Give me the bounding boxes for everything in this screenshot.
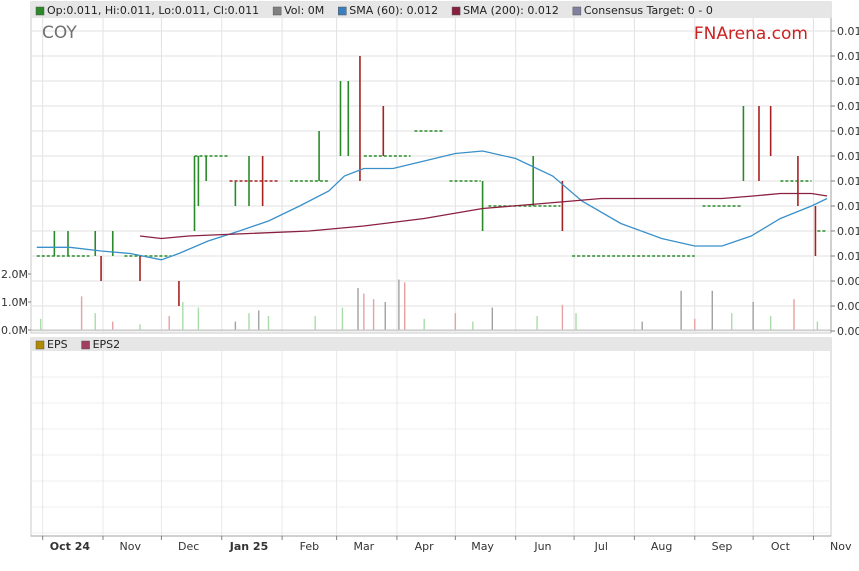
legend-bar-bottom [31,338,831,351]
vol-tick-label: 1.0M [1,296,28,309]
legend-swatch [451,6,461,16]
legend-swatch [272,6,282,16]
y-tick-label: 0.007 [837,325,859,338]
date-x-axis: Oct 24 Nov Dec Jan 25 Feb Mar Apr May Jun Jul Aug S… [31,535,852,553]
moving-averages [36,150,828,261]
legend-bar-top [31,2,831,18]
y-tick-label: 0.019 [837,25,859,38]
price-bars [36,56,828,306]
legend-label: EPS2 [93,338,121,351]
legend-swatch [572,6,582,16]
legend-label: Vol: 0M [284,4,324,17]
legend-swatch [81,340,90,350]
x-tick-label: May [471,540,494,553]
vol-tick-label: 0.0M [1,324,28,337]
eps-panel-bg [30,337,832,537]
y-tick-label: 0.016 [837,100,859,113]
legend-label: Op:0.011, Hi:0.011, Lo:0.011, Cl:0.011 [47,4,259,17]
x-tick-label: Aug [651,540,672,553]
brand-logo: FNArena.com [694,24,808,44]
x-tick-label: Nov [120,540,142,553]
legend-label: SMA (60): 0.012 [349,4,438,17]
x-tick-label: Jan 25 [229,540,268,553]
y-tick-label: 0.017 [837,75,859,88]
x-tick-label: Sep [712,540,733,553]
y-tick-label: 0.018 [837,50,859,63]
legend-label: SMA (200): 0.012 [463,4,559,17]
x-tick-label: Dec [178,540,199,553]
legend-bottom: EPS EPS2 [35,338,121,351]
legend-top: Op:0.011, Hi:0.011, Lo:0.011, Cl:0.011 Vo… [35,4,713,17]
x-tick-label: Oct 24 [50,540,91,553]
x-tick-label: Feb [300,540,319,553]
sma-200-line [139,192,828,240]
x-tick-label: Mar [353,540,374,553]
legend-swatch [338,6,347,16]
legend-label: EPS [47,338,68,351]
legend-swatch [35,6,45,16]
x-tick-label: Jun [533,540,551,553]
y-tick-label: 0.014 [837,150,859,163]
grid-lines [31,18,831,536]
x-tick-label: Apr [415,540,435,553]
legend-label: Consensus Target: 0 - 0 [584,4,713,17]
volume-y-axis: 0.0M 1.0M 2.0M [1,268,31,337]
price-y-axis: 0.007 0.008 0.009 0.010 0.011 0.012 0.013 0.014… [830,18,859,338]
y-tick-label: 0.010 [837,250,859,263]
y-tick-label: 0.012 [837,200,859,213]
x-tick-label: Oct [771,540,791,553]
vol-tick-label: 2.0M [1,268,28,281]
volume-bars [31,279,831,331]
ticker-label: COY [42,23,77,43]
y-tick-label: 0.015 [837,125,859,138]
x-tick-label: Nov [830,540,852,553]
y-tick-label: 0.011 [837,225,859,238]
x-tick-label: Jul [594,540,608,553]
y-tick-label: 0.008 [837,300,859,313]
legend-swatch [35,340,45,350]
price-panel-bg [30,1,832,334]
sma-60-line [36,150,828,261]
y-tick-label: 0.013 [837,175,859,188]
y-tick-label: 0.009 [837,275,859,288]
